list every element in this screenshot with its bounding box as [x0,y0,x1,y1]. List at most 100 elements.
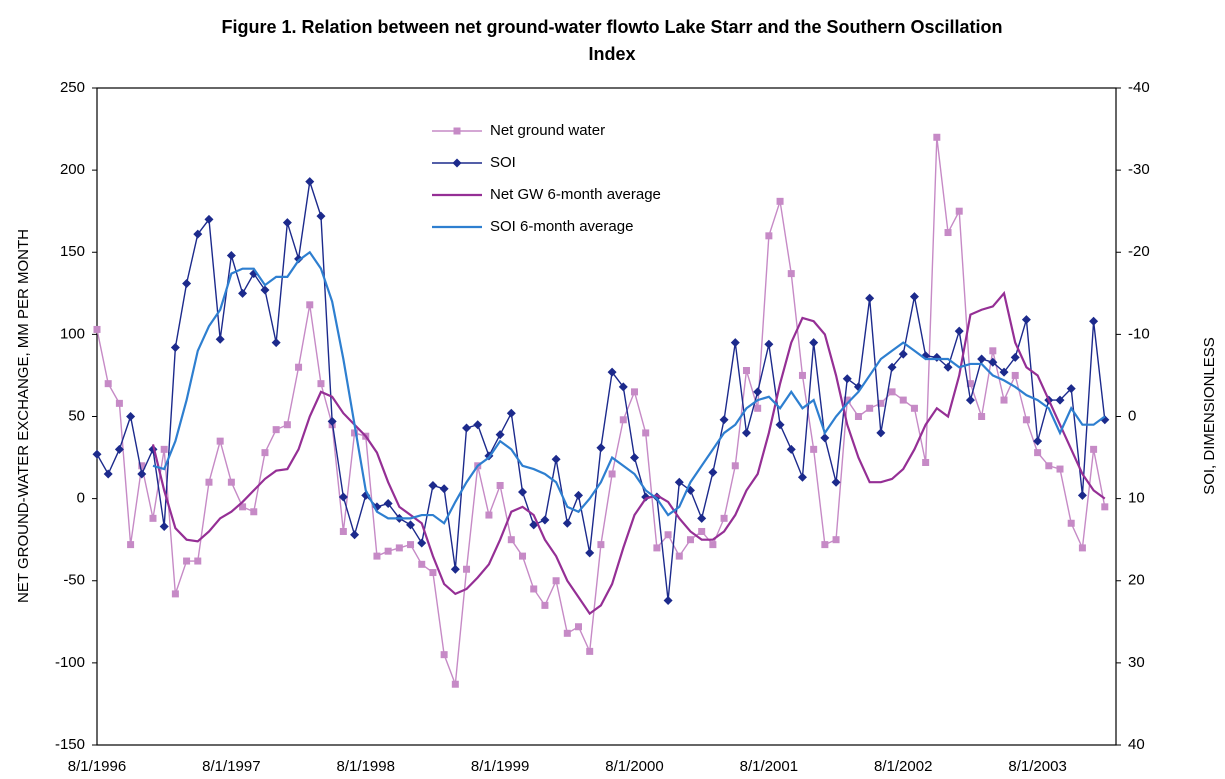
data-point [742,367,750,375]
y-tick-label: 150 [60,243,85,260]
data-point [261,449,269,457]
data-point [327,416,337,426]
data-point [541,601,549,609]
data-point [339,527,347,535]
data-point [205,478,213,486]
data-point [183,557,191,565]
x-tick-label: 8/1/2001 [740,758,798,775]
data-point [608,470,616,478]
data-point [305,177,315,187]
y2-tick-label: 10 [1128,490,1145,507]
data-point [922,458,930,466]
data-point [619,416,627,424]
data-point [428,480,438,490]
data-point [115,399,123,407]
y2-tick-label: 30 [1128,654,1145,671]
data-point [563,629,571,637]
data-point [462,423,472,433]
data-point [439,484,449,494]
data-point [909,292,919,302]
data-point [562,518,572,528]
data-point [731,462,739,470]
data-point [127,541,135,549]
data-point [1011,371,1019,379]
data-point [92,449,102,459]
y2-tick-label: -10 [1128,325,1150,342]
data-point [406,520,416,530]
x-tick-label: 8/1/1999 [471,758,529,775]
data-point [518,487,528,497]
data-point [989,347,997,355]
y-tick-label: 50 [68,407,85,424]
data-point [194,557,202,565]
x-tick-label: 8/1/1997 [202,758,260,775]
data-point [821,541,829,549]
data-point [629,453,639,463]
legend-marker [453,127,461,135]
data-point [193,229,203,239]
data-point [764,339,774,349]
data-point [350,530,360,540]
legend-label: SOI 6-month average [490,218,633,235]
data-point [283,421,291,429]
data-point [351,429,359,437]
x-tick-label: 8/1/2003 [1008,758,1066,775]
data-point [260,285,270,295]
y-tick-label: -50 [63,572,85,589]
y2-tick-label: 0 [1128,407,1136,424]
data-point [1090,445,1098,453]
data-point [317,380,325,388]
data-point [1010,352,1020,362]
legend-marker [452,158,462,168]
data-point [1067,519,1075,527]
data-point [1034,449,1042,457]
data-point [239,503,247,511]
y-tick-label: 100 [60,325,85,342]
data-point [417,538,427,548]
data-point [585,548,595,558]
y2-tick-label: 40 [1128,736,1145,753]
data-point [552,577,560,585]
data-point [988,357,998,367]
data-point [831,477,841,487]
data-point [944,229,952,237]
data-point [1000,396,1008,404]
data-point [149,514,157,522]
data-point [1089,316,1099,326]
data-point [451,680,459,688]
data-point [227,478,235,486]
data-point [898,349,908,359]
data-point [429,569,437,577]
data-point [485,511,493,519]
chart-title: Figure 1. Relation between net ground-wa… [221,17,1003,64]
data-point [103,469,113,479]
data-point [574,490,584,500]
data-point [93,325,101,333]
y-tick-label: -100 [55,654,85,671]
data-point [215,334,225,344]
data-point [866,404,874,412]
data-point [338,492,348,502]
y-tick-label: 0 [77,490,85,507]
data-point [473,420,483,430]
data-point [1077,490,1087,500]
data-point [407,541,415,549]
y2-tick-label: -30 [1128,161,1150,178]
data-point [1045,462,1053,470]
x-tick-label: 8/1/2000 [605,758,663,775]
data-point [1022,416,1030,424]
data-point [272,426,280,434]
data-point [832,536,840,544]
data-point [887,362,897,372]
data-point [271,338,281,348]
data-point [843,396,851,404]
data-point [1101,503,1109,511]
data-point [586,647,594,655]
data-point [910,404,918,412]
data-point [226,251,236,261]
data-point [204,214,214,224]
data-point [384,547,392,555]
data-point [797,472,807,482]
data-point [1033,436,1043,446]
